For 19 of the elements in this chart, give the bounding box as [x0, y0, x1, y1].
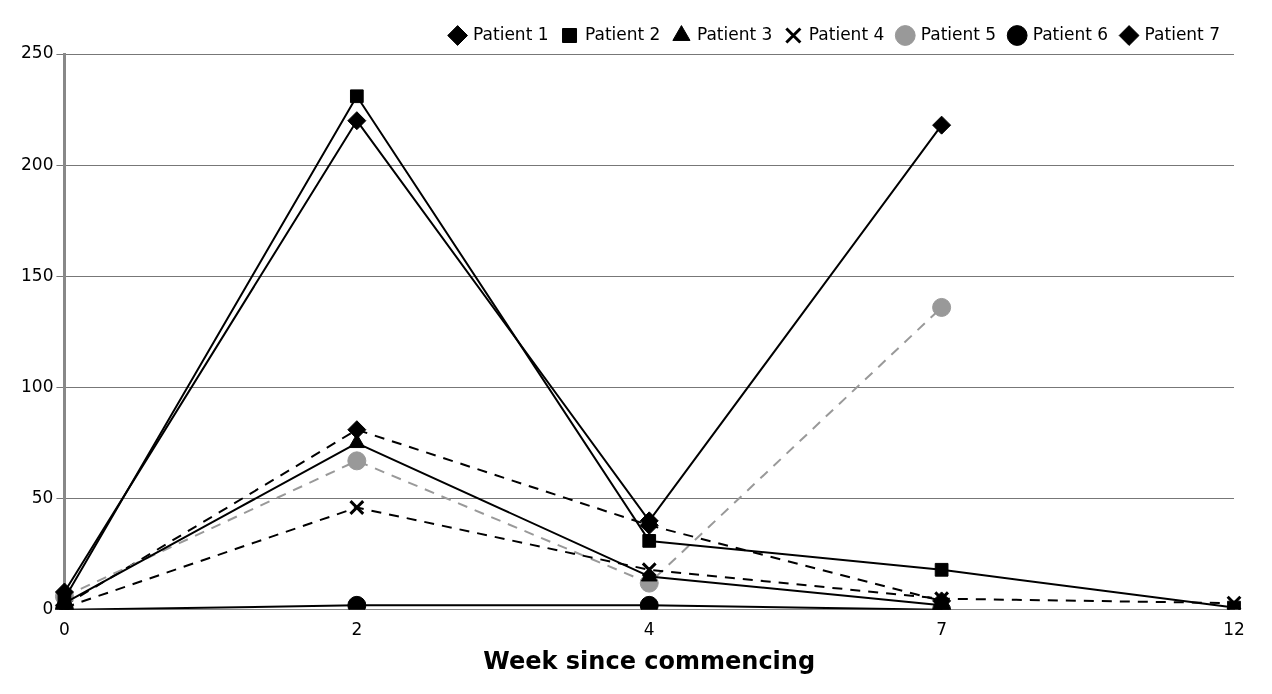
legend-label: Patient 4	[808, 23, 885, 44]
x-tick-label: 2	[351, 619, 363, 640]
x-tick-label: 12	[1223, 619, 1245, 640]
x-axis-title: Week since commencing	[483, 646, 816, 675]
legend-label: Patient 2	[585, 23, 661, 44]
y-tick-label: 50	[31, 487, 54, 508]
y-tick-label: 100	[20, 375, 54, 396]
x-tick-label: 0	[59, 619, 70, 640]
y-tick-label: 0	[42, 598, 54, 619]
legend-label: Patient 1	[473, 23, 549, 44]
y-tick-label: 250	[20, 42, 54, 63]
legend-label: Patient 6	[1032, 23, 1109, 44]
y-tick-label: 150	[20, 264, 54, 285]
legend-label: Patient 7	[1144, 23, 1221, 44]
y-tick-label: 200	[20, 153, 54, 174]
x-tick-label: 4	[643, 619, 655, 640]
legend-label: Patient 5	[920, 23, 997, 44]
legend-label: Patient 3	[696, 23, 773, 44]
x-tick-label: 7	[936, 619, 948, 640]
